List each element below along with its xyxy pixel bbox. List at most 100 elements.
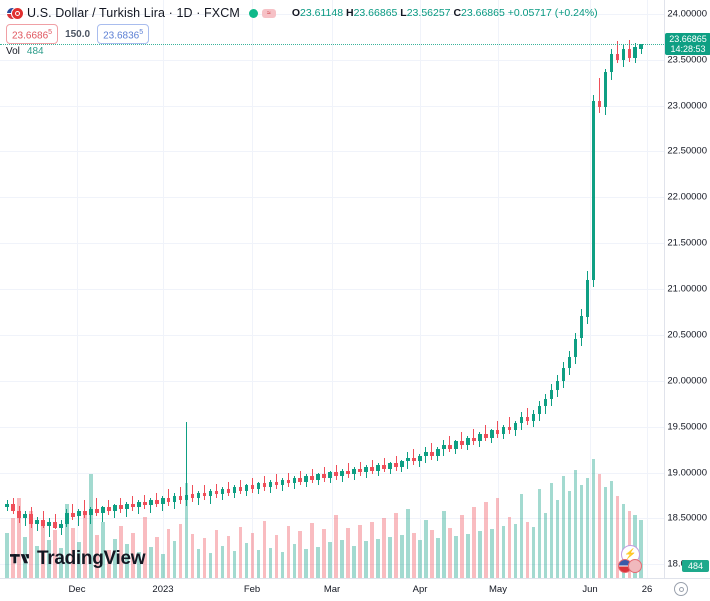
volume-bar	[89, 474, 93, 578]
price-axis-tick: 19.50000	[667, 421, 707, 433]
currency-pair-flags-icon	[6, 6, 24, 21]
reset-chart-icon[interactable]	[674, 582, 688, 596]
volume-bar	[226, 535, 231, 578]
volume-bar	[148, 546, 153, 578]
candlestick	[358, 461, 362, 477]
grid-line-vertical	[252, 0, 253, 578]
candlestick	[77, 509, 81, 526]
volume-bar	[35, 545, 39, 578]
legend-quote-row: 23.66865 150.0 23.68365	[0, 23, 710, 45]
candlestick	[184, 422, 189, 506]
candlestick	[507, 417, 512, 434]
volume-bar	[160, 554, 165, 578]
price-scale[interactable]: 24.00000 23.50000 23.00000 22.50000 22.00000…	[664, 0, 710, 578]
candlestick	[89, 507, 93, 524]
time-axis-tick: Jun	[582, 584, 598, 595]
candlestick	[47, 518, 51, 537]
candlestick	[573, 333, 578, 365]
candlestick	[59, 520, 63, 535]
candlestick	[208, 489, 213, 504]
candlestick	[543, 393, 548, 414]
volume-bar	[352, 545, 356, 578]
volume-bar	[142, 517, 147, 578]
volume-bar	[400, 534, 404, 578]
volume-bar	[448, 528, 452, 578]
volume-bar	[166, 529, 171, 578]
candlestick	[525, 408, 530, 425]
volume-bar	[585, 478, 590, 578]
ohlc-close-label: C	[453, 7, 462, 19]
candlestick	[178, 487, 183, 504]
price-axis-tick: 20.50000	[667, 329, 707, 341]
tradingview-wordmark: TradingView	[37, 548, 146, 569]
candlestick	[483, 424, 488, 442]
price-axis-tick: 24.00000	[667, 8, 707, 20]
bid-price-badge[interactable]: 23.66865	[6, 23, 59, 45]
symbol-title[interactable]: U.S. Dollar / Turkish Lira · 1D · FXCM	[27, 6, 240, 20]
candlestick	[53, 513, 57, 530]
candlestick	[555, 375, 560, 398]
candlestick	[412, 448, 416, 466]
volume-bar	[460, 515, 464, 578]
volume-bar	[202, 537, 207, 578]
candlestick	[148, 498, 153, 513]
volume-bar	[47, 540, 51, 578]
candlestick	[561, 362, 566, 389]
volume-bar	[59, 547, 63, 578]
price-axis-tick: 23.00000	[667, 100, 707, 111]
candlestick	[609, 48, 614, 80]
ohlc-high-label: H	[345, 7, 354, 19]
candlestick	[274, 474, 279, 489]
price-axis-tick: 20.00000	[667, 375, 707, 387]
price-axis-tick: 21.50000	[667, 237, 707, 249]
time-axis-tick: May	[489, 584, 507, 595]
candlestick	[83, 500, 87, 519]
candlestick	[5, 500, 9, 511]
candlestick	[388, 461, 392, 475]
volume-bar	[382, 518, 386, 578]
grid-line-vertical	[77, 0, 78, 578]
chart-style-badge-icon[interactable]: ≈	[261, 8, 276, 18]
candlestick	[370, 459, 374, 475]
currency-flags-icon[interactable]	[618, 559, 646, 574]
volume-bar	[591, 458, 596, 578]
volume-bar	[328, 542, 333, 578]
volume-bar	[310, 522, 315, 578]
candlestick	[495, 421, 500, 438]
volume-axis-badge: 484	[681, 560, 709, 572]
time-axis-tick: Mar	[323, 584, 341, 595]
chart-pane[interactable]	[0, 0, 664, 578]
candlestick	[268, 479, 273, 493]
volume-bar	[603, 487, 608, 578]
volume-bar	[519, 493, 524, 578]
tradingview-watermark: TradingView	[10, 548, 146, 569]
ask-price-badge[interactable]: 23.68365	[97, 23, 150, 45]
candlestick	[603, 68, 608, 115]
candlestick	[436, 446, 440, 462]
volume-bar	[537, 489, 542, 578]
volume-bar	[579, 484, 584, 578]
grid-line-vertical	[498, 0, 499, 578]
volume-bar	[17, 497, 21, 578]
candlestick	[477, 432, 482, 447]
candlestick	[579, 309, 584, 346]
current-price-badge: 23.66865 14:28:53	[665, 33, 710, 56]
volume-bar	[597, 474, 602, 578]
time-axis-tick: 2023	[152, 584, 174, 595]
candlestick	[298, 470, 303, 486]
candlestick	[316, 472, 321, 486]
volume-bar	[316, 546, 321, 578]
price-axis-tick: 21.00000	[667, 283, 707, 295]
volume-bar	[370, 521, 374, 578]
time-scale[interactable]: Dec 2023 Feb Mar Apr May Jun 26	[0, 578, 710, 601]
grid-line-vertical	[163, 0, 164, 578]
volume-bar	[11, 518, 15, 578]
candlestick	[154, 492, 159, 508]
price-axis-tick: 22.50000	[667, 145, 707, 157]
market-open-dot-icon[interactable]	[248, 8, 258, 18]
candlestick	[95, 498, 99, 517]
legend-symbol-row: U.S. Dollar / Turkish Lira · 1D · FXCM ≈…	[0, 0, 710, 24]
candlestick	[537, 400, 542, 422]
volume-bar	[454, 535, 458, 578]
